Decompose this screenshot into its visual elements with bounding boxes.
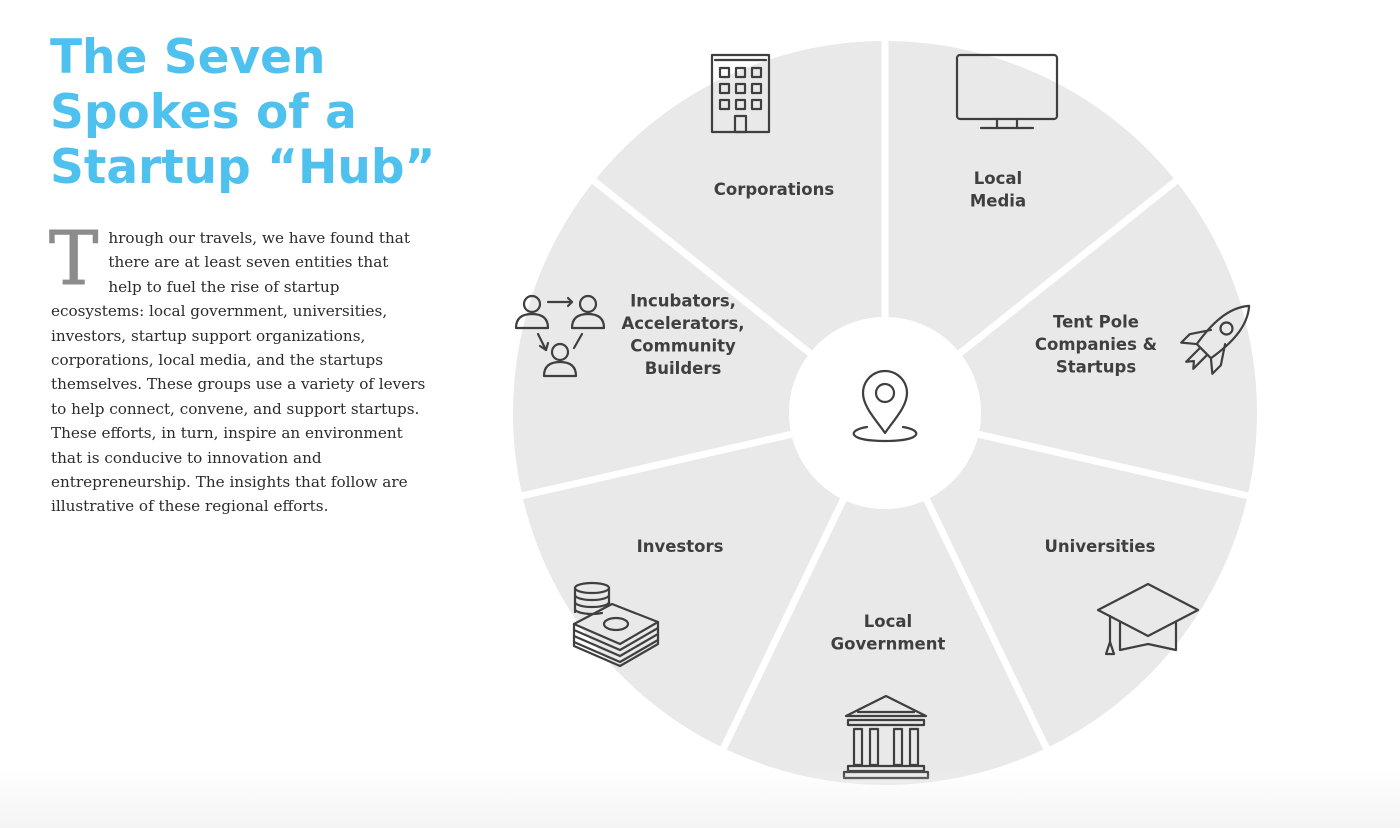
segment-label-line: Tent Pole <box>1053 313 1139 332</box>
hub-circle <box>789 317 981 509</box>
location-pin-icon <box>852 369 918 443</box>
segment-label-line: Investors <box>637 537 724 556</box>
segment-label: Tent Pole Companies & Startups <box>1035 313 1157 377</box>
segment-label: Universities <box>1045 537 1156 556</box>
segment-label-line: Startups <box>1056 358 1136 377</box>
title-line-2: Spokes of a <box>50 85 357 140</box>
segment-label-line: Local <box>864 612 912 631</box>
wheel-segment <box>596 41 882 351</box>
wheel-segment <box>523 437 841 747</box>
wheel-segment <box>929 437 1247 747</box>
dropcap-letter: T <box>48 216 99 302</box>
intro-text: hrough our travels, we have found that t… <box>51 229 426 516</box>
segment-label-line: Builders <box>645 359 722 378</box>
wheel-segment <box>726 500 1044 786</box>
wheel-segment <box>513 183 808 493</box>
segment-label: Incubators, Accelerators, Community Builder… <box>621 291 744 378</box>
segment-label-line: Corporations <box>714 180 835 199</box>
segment-label-line: Media <box>970 191 1026 210</box>
title-line-3: Startup “Hub” <box>50 140 436 195</box>
segment-label-line: Local <box>974 169 1022 188</box>
segment-label: Investors <box>637 537 724 556</box>
segment-label-line: Incubators, <box>630 291 736 310</box>
money-stack-icon <box>572 581 660 668</box>
segment-label-line: Community <box>630 336 736 355</box>
office-building-icon <box>710 53 771 134</box>
segment-labels: Corporations Local Media Tent Pole Companies… <box>621 169 1157 654</box>
segment-label: Corporations <box>714 180 835 199</box>
segment-label-line: Universities <box>1045 537 1156 556</box>
rocket-icon <box>1180 304 1251 375</box>
television-icon <box>955 53 1059 130</box>
segment-label: Local Government <box>831 612 946 654</box>
community-people-icon <box>514 294 606 378</box>
title-line-1: The Seven <box>50 30 326 85</box>
wheel-segment <box>962 183 1257 493</box>
segment-label-line: Companies & <box>1035 335 1157 354</box>
segment-label-line: Government <box>831 634 946 653</box>
page-title: The Seven Spokes of a Startup “Hub” <box>50 30 436 195</box>
segment-label-line: Accelerators, <box>621 314 744 333</box>
segment-label: Local Media <box>970 169 1026 211</box>
graduation-cap-icon <box>1096 582 1200 656</box>
